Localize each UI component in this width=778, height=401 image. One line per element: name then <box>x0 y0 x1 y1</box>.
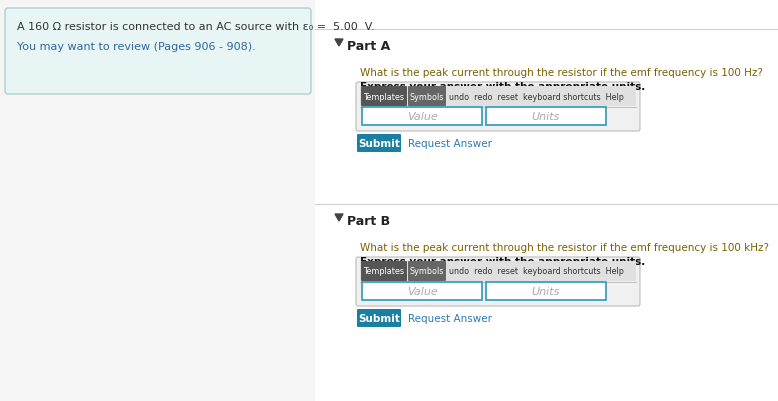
FancyBboxPatch shape <box>408 87 446 107</box>
FancyBboxPatch shape <box>357 309 401 327</box>
Text: Symbols: Symbols <box>410 92 444 101</box>
FancyBboxPatch shape <box>361 261 407 281</box>
FancyBboxPatch shape <box>408 261 446 281</box>
Bar <box>486 282 606 300</box>
Text: Request Answer: Request Answer <box>408 313 492 323</box>
Text: Part B: Part B <box>347 215 390 227</box>
Text: Request Answer: Request Answer <box>408 139 492 149</box>
Text: Templates: Templates <box>363 267 405 276</box>
Text: A 160 Ω resistor is connected to an AC source with ε₀ =  5.00  V.: A 160 Ω resistor is connected to an AC s… <box>17 22 375 32</box>
Bar <box>315 0 778 401</box>
Text: Part A: Part A <box>347 40 391 53</box>
Text: undo  redo  reset  keyboard shortcuts  Help: undo redo reset keyboard shortcuts Help <box>449 92 624 101</box>
Text: Units: Units <box>532 112 560 122</box>
FancyBboxPatch shape <box>5 9 311 95</box>
Text: Express your answer with the appropriate units.: Express your answer with the appropriate… <box>360 82 645 92</box>
Text: What is the peak current through the resistor if the emf frequency is 100 Hz?: What is the peak current through the res… <box>360 68 763 78</box>
Bar <box>360 261 636 281</box>
Bar <box>362 282 482 300</box>
Polygon shape <box>335 215 343 221</box>
FancyBboxPatch shape <box>357 135 401 153</box>
Text: Units: Units <box>532 286 560 296</box>
Bar <box>360 87 636 107</box>
Text: Express your answer with the appropriate units.: Express your answer with the appropriate… <box>360 256 645 266</box>
Text: Templates: Templates <box>363 92 405 101</box>
FancyBboxPatch shape <box>356 257 640 306</box>
Text: Value: Value <box>407 286 437 296</box>
Text: Submit: Submit <box>358 313 400 323</box>
FancyBboxPatch shape <box>356 83 640 132</box>
Text: Value: Value <box>407 112 437 122</box>
Text: undo  redo  reset  keyboard shortcuts  Help: undo redo reset keyboard shortcuts Help <box>449 267 624 276</box>
FancyBboxPatch shape <box>361 87 407 107</box>
Text: Symbols: Symbols <box>410 267 444 276</box>
Text: You may want to review (Pages 906 - 908).: You may want to review (Pages 906 - 908)… <box>17 42 256 52</box>
Text: What is the peak current through the resistor if the emf frequency is 100 kHz?: What is the peak current through the res… <box>360 242 769 252</box>
Text: Submit: Submit <box>358 139 400 149</box>
Bar <box>486 108 606 126</box>
Bar <box>362 108 482 126</box>
Polygon shape <box>335 40 343 47</box>
